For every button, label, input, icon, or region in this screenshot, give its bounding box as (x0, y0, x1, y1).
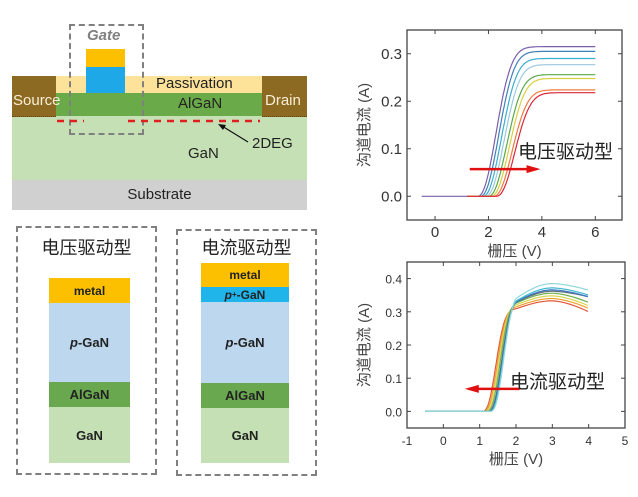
plot-frame (406, 261, 626, 429)
plot-frame (406, 29, 623, 221)
y-tick-label: 0.2 (381, 93, 402, 110)
layer-label-prefix: p (69, 335, 78, 350)
x-tick-label: 4 (538, 224, 546, 241)
layer-label-sup: + (232, 290, 237, 299)
x-tick-label: 0 (431, 224, 439, 241)
voltage-driven-title: 电压驱动型 (41, 238, 132, 259)
drain-contact (262, 76, 307, 117)
gate-metal (86, 49, 125, 67)
substrate-label: Substrate (127, 186, 192, 203)
y-tick-label: 0.2 (385, 339, 402, 353)
layer-label-prefix: p (224, 287, 232, 302)
y-tick-label: 0.0 (381, 188, 402, 205)
x-tick-label: -1 (402, 434, 413, 448)
chart-annotation: 电压驱动型 (518, 141, 613, 163)
y-tick-label: 0.1 (385, 372, 402, 386)
twodeg-overlay (57, 119, 260, 143)
layer-label: -GaN (233, 335, 265, 350)
x-axis-label: 栅压 (V) (489, 451, 543, 468)
gan-label: GaN (188, 145, 219, 162)
voltage-driven-transfer-chart: 0 2 4 6 0.0 0.1 0.2 0.3 栅压 (V) 沟道电流 (A) 电压驱动型 (356, 29, 623, 260)
current-driven-layers: metal p + -GaN p -GaN AlGaN GaN (201, 263, 289, 463)
passivation-label: Passivation (156, 75, 233, 92)
x-tick-label: 2 (513, 434, 520, 448)
gan-layer (12, 116, 307, 180)
layer-label: AlGaN (69, 387, 110, 402)
y-tick-label: 0.1 (381, 141, 402, 158)
device-cross-section: Substrate GaN Passivation AlGaN Source D… (0, 0, 320, 215)
layer-p-gan: p -GaN (201, 302, 289, 383)
series-line-curve5 (425, 290, 589, 412)
current-driven-transfer-chart: -1 0 1 2 3 4 5 0.0 0.1 0.2 0.3 0.4 栅压 (V) 沟道电流 (A) 电流驱… (356, 261, 629, 468)
series-line-curve4 (425, 292, 589, 412)
layer-label-prefix: p (225, 335, 234, 350)
source-label: Source (13, 92, 61, 109)
series-line-curve1 (421, 46, 596, 197)
y-tick-label: 0.0 (385, 405, 402, 419)
series-line-curve8 (467, 92, 596, 197)
x-tick-label: 3 (549, 434, 556, 448)
shift-arrow-head (526, 165, 541, 174)
x-tick-label: 2 (484, 224, 492, 241)
layer-label: metal (73, 283, 106, 298)
layer-p-plus-gan: p + -GaN (201, 287, 289, 302)
x-axis-label: 栅压 (V) (487, 243, 541, 260)
layer-metal: metal (49, 278, 130, 303)
series-line-curve2 (467, 50, 596, 197)
current-driven-title: 电流驱动型 (201, 238, 292, 259)
gate-label: Gate (87, 27, 121, 44)
layer-metal: metal (201, 263, 289, 287)
layer-label: GaN (231, 428, 259, 443)
y-tick-label: 0.3 (385, 306, 402, 320)
twodeg-pointer-arrow (221, 125, 249, 143)
x-tick-label: 4 (585, 434, 592, 448)
series-line-curve3 (467, 57, 596, 197)
twodeg-label: 2DEG (252, 135, 293, 152)
y-axis-label: 沟道电流 (A) (356, 83, 373, 167)
y-tick-label: 0.4 (385, 273, 402, 287)
voltage-driven-layers: metal p -GaN AlGaN GaN (49, 278, 130, 463)
gate-pgan (86, 67, 125, 93)
current-driven-stack-box: 电流驱动型 (176, 229, 317, 476)
layer-label: metal (229, 268, 261, 282)
twodeg-pointer-head (218, 124, 226, 130)
x-tick-label: 0 (440, 434, 447, 448)
x-tick-label: 6 (591, 224, 599, 241)
x-tick-label: 5 (622, 434, 629, 448)
chart-annotation: 电流驱动型 (510, 371, 605, 393)
layer-label: GaN (76, 427, 103, 443)
layer-algan: AlGaN (201, 383, 289, 408)
layer-label: -GaN (77, 335, 109, 350)
y-tick-label: 0.3 (381, 46, 402, 63)
layer-label: AlGaN (225, 388, 265, 403)
series-line-curve6 (467, 77, 596, 197)
x-tick-label: 1 (476, 434, 483, 448)
source-contact (12, 76, 56, 117)
layer-gan: GaN (201, 408, 289, 463)
layer-algan: AlGaN (49, 382, 130, 407)
series-line-curve8 (425, 283, 589, 412)
algan-label: AlGaN (178, 95, 223, 112)
series-line-curve4 (467, 64, 596, 197)
series-line-curve3 (425, 295, 589, 412)
drain-label: Drain (265, 92, 301, 109)
layer-p-gan: p -GaN (49, 303, 130, 382)
gate-highlight-box (69, 24, 144, 135)
layer-label: -GaN (236, 287, 266, 302)
layer-gan: GaN (49, 407, 130, 463)
substrate-layer (12, 180, 307, 210)
shift-arrow-head (464, 384, 479, 393)
voltage-driven-stack-box: 电压驱动型 (16, 226, 157, 475)
y-axis-label: 沟道电流 (A) (356, 303, 373, 387)
algan-layer (56, 93, 262, 116)
series-line-curve6 (425, 289, 589, 412)
